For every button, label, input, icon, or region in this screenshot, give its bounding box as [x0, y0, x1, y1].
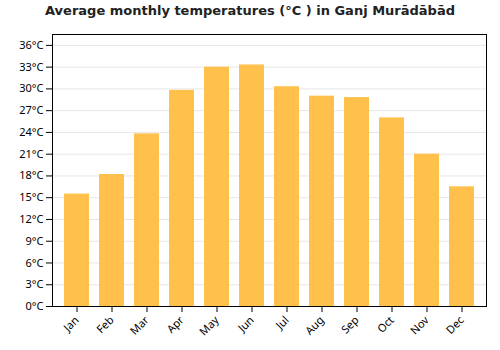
- svg-text:9°C: 9°C: [26, 233, 44, 248]
- svg-text:33°C: 33°C: [19, 59, 43, 74]
- svg-text:Sep: Sep: [338, 312, 362, 336]
- svg-text:May: May: [196, 312, 222, 338]
- svg-text:21°C: 21°C: [19, 146, 43, 161]
- svg-text:Feb: Feb: [93, 312, 117, 336]
- svg-text:Nov: Nov: [407, 312, 432, 337]
- svg-text:0°C: 0°C: [26, 298, 44, 313]
- svg-text:Oct: Oct: [373, 312, 396, 335]
- svg-text:18°C: 18°C: [19, 167, 43, 182]
- svg-text:Jan: Jan: [59, 312, 82, 335]
- svg-text:12°C: 12°C: [19, 211, 43, 226]
- svg-text:30°C: 30°C: [19, 80, 43, 95]
- svg-text:24°C: 24°C: [19, 124, 43, 139]
- svg-text:27°C: 27°C: [19, 102, 43, 117]
- svg-text:Apr: Apr: [163, 312, 187, 336]
- html-text:Average monthly temperatures (: Average monthly temperatures (°C ) in Ga…: [45, 3, 455, 18]
- svg-text:6°C: 6°C: [26, 255, 44, 270]
- svg-text:Jun: Jun: [234, 312, 257, 335]
- svg-text:Jul: Jul: [271, 312, 291, 332]
- svg-text:Mar: Mar: [126, 312, 152, 338]
- svg-text:15°C: 15°C: [19, 189, 43, 204]
- svg-text:36°C: 36°C: [19, 37, 43, 52]
- svg-text:Aug: Aug: [301, 312, 326, 337]
- svg-text:Dec: Dec: [442, 312, 466, 336]
- svg-text:3°C: 3°C: [26, 276, 44, 291]
